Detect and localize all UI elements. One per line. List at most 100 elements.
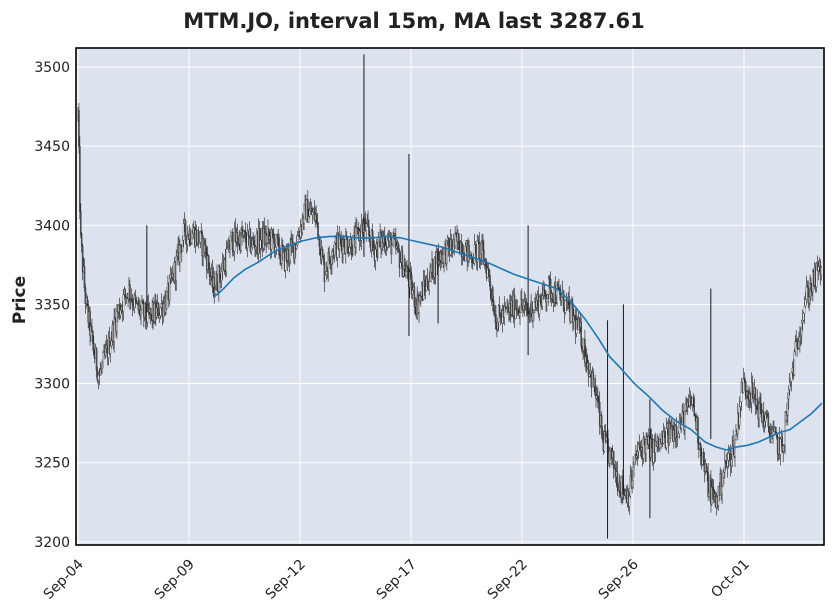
candle-body	[266, 235, 268, 243]
plot-frame	[75, 47, 825, 546]
candle-body	[219, 266, 221, 279]
candle-body	[784, 420, 786, 446]
candle-body	[573, 315, 575, 323]
candle-body	[199, 231, 202, 243]
candle-body	[258, 228, 261, 249]
y-tick-label: 3200	[34, 535, 70, 551]
candle-body	[80, 234, 83, 247]
candle-body	[91, 326, 93, 332]
candle-body	[597, 395, 599, 403]
candle-body	[493, 310, 495, 315]
candle-body	[418, 300, 420, 313]
candle-body	[807, 286, 809, 303]
candle-body	[677, 433, 680, 437]
candle-body	[739, 401, 742, 408]
x-tick-label: Sep-09	[152, 557, 198, 603]
candle-body	[141, 301, 143, 310]
candle-body	[220, 271, 223, 281]
candle-body	[310, 208, 313, 215]
candle-body	[130, 299, 133, 301]
candle-body	[142, 301, 144, 304]
candle-body	[181, 240, 184, 252]
candle-body	[499, 312, 502, 318]
candle-body	[147, 304, 150, 313]
candle-body	[190, 243, 192, 245]
candle-body	[560, 296, 563, 301]
candle-body	[208, 267, 211, 277]
candle-body	[80, 211, 82, 235]
candle-body	[645, 439, 647, 454]
x-tick-label: Sep-22	[485, 557, 531, 603]
candle-body	[616, 471, 619, 488]
candle-body	[78, 110, 80, 147]
candle-body	[133, 295, 136, 308]
candle-body	[551, 293, 554, 301]
moving-average	[212, 235, 823, 451]
candle-body	[513, 294, 516, 319]
candle-body	[528, 310, 531, 314]
candle-body	[458, 233, 460, 250]
candle-body	[350, 239, 353, 255]
candle-body	[182, 223, 185, 241]
candle-body	[794, 341, 797, 352]
candle-body	[503, 305, 506, 318]
candle-body	[564, 299, 567, 313]
candle-body	[281, 245, 283, 264]
candle-body	[189, 230, 191, 244]
candle-body	[243, 230, 245, 236]
candle-body	[556, 284, 558, 304]
candle-body	[731, 446, 733, 460]
candle-body	[462, 253, 465, 260]
chart-title: MTM.JO, interval 15m, MA last 3287.61	[183, 9, 644, 33]
candle-body	[482, 241, 484, 251]
candle-body	[322, 256, 325, 263]
candle-body	[805, 286, 808, 300]
candle-body	[525, 302, 528, 311]
candle-body	[122, 294, 125, 312]
candle-body	[289, 245, 291, 261]
candle-body	[760, 403, 762, 414]
candle-body	[487, 267, 490, 271]
candle-body	[468, 244, 470, 259]
candle-body	[93, 343, 95, 354]
x-tick-label: Sep-04	[41, 556, 87, 602]
candle-body	[284, 250, 287, 271]
candle-body	[268, 229, 270, 240]
candle-body	[711, 486, 713, 505]
candle-body	[532, 312, 534, 321]
candle-body	[632, 466, 634, 481]
candle-body	[637, 443, 640, 452]
candle-body	[706, 471, 708, 473]
candle-body	[820, 267, 822, 275]
candle-body	[763, 412, 765, 426]
candle-body	[729, 450, 732, 466]
candle-body	[99, 369, 101, 376]
candle-body	[799, 336, 801, 342]
candle-body	[486, 267, 489, 278]
candle-body	[331, 255, 333, 265]
x-axis-ticks: Sep-04 Sep-09 Sep-12 Sep-17 Sep-22 Sep-26 Oct-…	[41, 556, 753, 602]
candle-body	[692, 397, 695, 400]
candle-body	[207, 255, 210, 268]
candle-body	[119, 310, 122, 316]
candle-body	[722, 477, 724, 487]
candle-body	[659, 439, 661, 449]
candle-body	[241, 229, 243, 237]
candle-body	[323, 262, 326, 282]
plot-area	[76, 48, 824, 545]
candle-body	[134, 295, 137, 301]
candle-body	[146, 304, 149, 323]
candle-body	[570, 303, 572, 322]
candle-body	[721, 486, 723, 494]
candle-body	[712, 486, 714, 491]
candle-body	[102, 352, 104, 363]
candle-body	[747, 391, 749, 399]
candle-body	[317, 222, 319, 240]
y-tick-label: 3500	[34, 60, 70, 76]
candle-body	[788, 382, 791, 390]
candle-body	[454, 233, 456, 247]
candle-body	[742, 378, 745, 393]
candle-body	[600, 415, 603, 435]
candle-body	[144, 302, 147, 320]
